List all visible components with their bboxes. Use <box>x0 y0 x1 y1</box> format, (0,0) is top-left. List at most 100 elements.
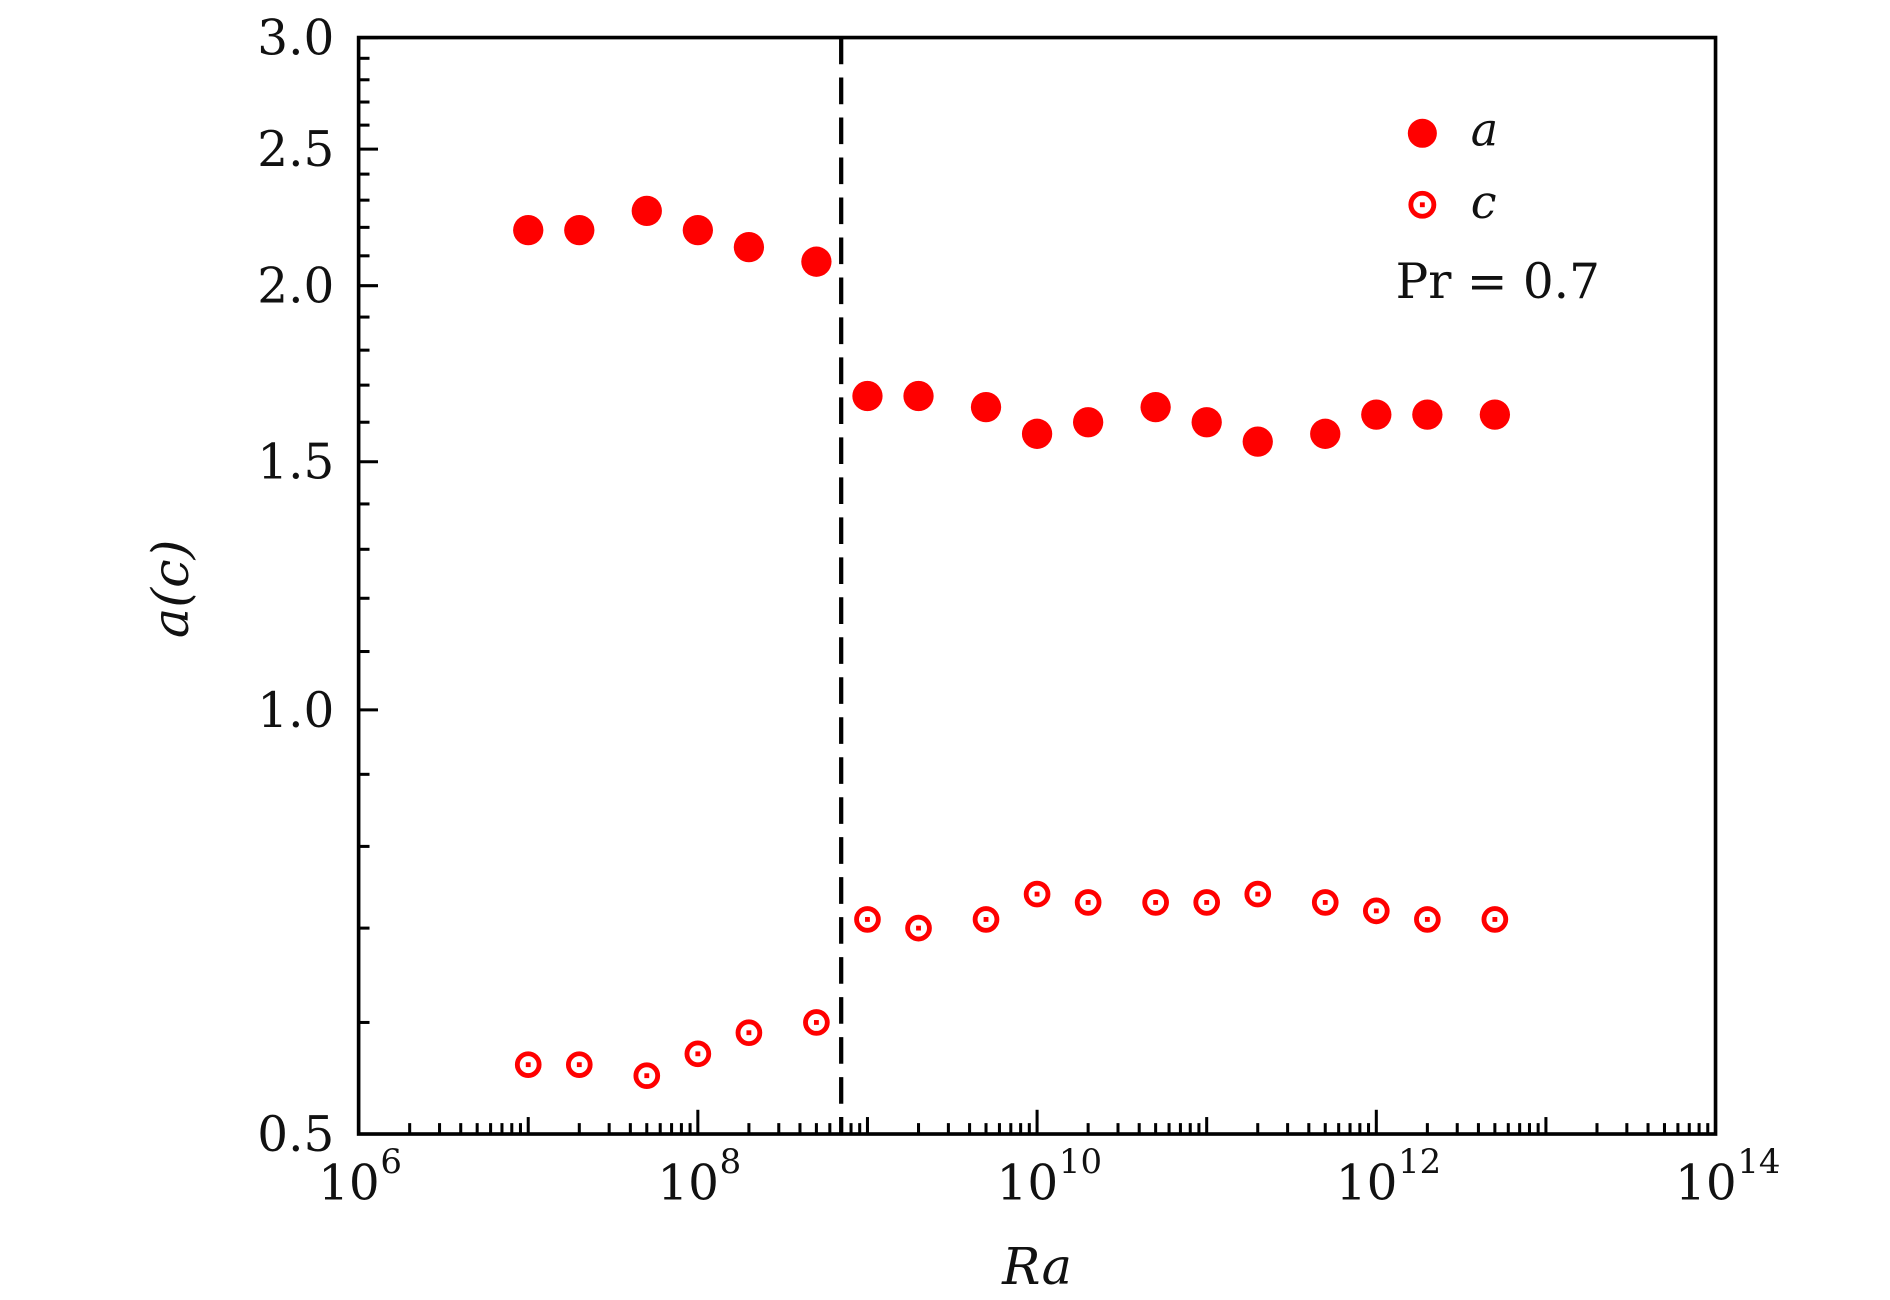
point-dot <box>1322 900 1328 905</box>
point-c <box>1362 897 1390 925</box>
point-ring <box>1481 906 1509 933</box>
point-c <box>1311 889 1339 916</box>
point-dot <box>1255 891 1261 897</box>
point-ring <box>905 914 932 942</box>
point-dot <box>983 917 989 922</box>
point-ring <box>1414 906 1441 933</box>
point-c <box>735 1019 763 1047</box>
point-dot <box>1424 917 1430 922</box>
x-tick-label-exponent: 14 <box>1737 1142 1780 1181</box>
point-dot <box>813 1020 819 1025</box>
point-a <box>1072 407 1104 438</box>
point-dot <box>865 917 870 922</box>
x-tick-label-exponent: 10 <box>1059 1142 1102 1181</box>
point-c <box>854 906 881 933</box>
x-tick-label-exponent: 12 <box>1398 1142 1441 1181</box>
axis-ticks <box>357 36 1710 1136</box>
point-ring <box>514 1051 542 1078</box>
point-dot <box>1492 917 1498 922</box>
point-ring <box>1244 880 1272 908</box>
point-dot <box>1034 891 1040 897</box>
y-tick-label: 2.5 <box>257 122 334 178</box>
point-a <box>513 214 544 246</box>
point-c <box>1244 880 1272 908</box>
point-a <box>733 231 765 263</box>
legend: a c <box>1407 102 1498 229</box>
x-tick-label: 10 <box>1675 1155 1737 1211</box>
x-tick-label-exponent: 6 <box>380 1142 402 1181</box>
y-tick-label: 0.5 <box>257 1107 334 1163</box>
legend-label-c: c <box>1471 175 1497 229</box>
point-a <box>970 391 1002 423</box>
point-ring <box>633 1062 661 1090</box>
point-c <box>1193 889 1221 916</box>
prandtl-annotation: Pr = 0.7 <box>1396 254 1600 310</box>
point-c <box>684 1040 712 1068</box>
data-points <box>513 195 1511 1090</box>
point-a <box>682 214 713 246</box>
y-tick-label: 2.0 <box>257 259 334 315</box>
legend-marker-c-dot <box>1419 202 1425 208</box>
point-c <box>972 906 1000 933</box>
point-ring <box>1023 880 1051 908</box>
point-ring <box>803 1009 830 1036</box>
point-ring <box>565 1051 593 1078</box>
x-axis-label: Ra <box>1001 1237 1072 1296</box>
y-tick-labels: 0.5 1.0 1.5 2.0 2.5 3.0 <box>257 11 334 1163</box>
point-a <box>1310 418 1341 449</box>
point-dot <box>746 1030 752 1036</box>
point-ring <box>1074 889 1102 916</box>
point-a <box>801 246 832 277</box>
y-axis-label: a(c) <box>141 540 200 639</box>
point-c <box>1023 880 1051 908</box>
point-a <box>564 214 595 246</box>
point-c <box>1481 906 1509 933</box>
point-a <box>1021 418 1053 449</box>
point-ring <box>1142 889 1169 916</box>
point-c <box>565 1051 593 1078</box>
legend-marker-c <box>1408 190 1437 219</box>
point-ring <box>972 906 1000 933</box>
point-c <box>633 1062 661 1090</box>
point-dot <box>695 1051 701 1057</box>
point-dot <box>1085 900 1091 905</box>
point-dot <box>576 1062 582 1068</box>
point-dot <box>644 1073 650 1079</box>
legend-marker-a <box>1407 118 1437 148</box>
point-a <box>1191 407 1222 438</box>
point-dot <box>1373 908 1379 914</box>
y-tick-label: 1.0 <box>257 683 334 739</box>
point-c <box>1414 906 1441 933</box>
point-c <box>803 1009 830 1036</box>
point-c <box>514 1051 542 1078</box>
legend-label-a: a <box>1471 102 1498 156</box>
point-dot <box>916 925 921 931</box>
point-c <box>1142 889 1169 916</box>
x-tick-label: 10 <box>1336 1155 1398 1211</box>
point-dot <box>1153 900 1159 905</box>
point-dot <box>525 1062 531 1068</box>
x-tick-label: 10 <box>997 1155 1059 1211</box>
x-tick-label: 10 <box>657 1155 719 1211</box>
point-ring <box>684 1040 712 1068</box>
point-ring <box>1193 889 1221 916</box>
y-tick-label: 3.0 <box>257 11 334 67</box>
point-ring <box>854 906 881 933</box>
point-ring <box>1362 897 1390 925</box>
point-a <box>852 380 883 412</box>
plot-frame <box>356 35 1718 1136</box>
x-tick-label: 10 <box>318 1155 380 1211</box>
point-c <box>905 914 932 942</box>
point-ring <box>735 1019 763 1047</box>
point-a <box>1412 399 1443 430</box>
point-dot <box>1204 900 1210 905</box>
point-a <box>1242 426 1273 457</box>
y-tick-label: 1.5 <box>257 435 334 491</box>
point-a <box>631 195 662 227</box>
point-a <box>903 380 934 412</box>
point-ring <box>1311 889 1339 916</box>
x-tick-label-exponent: 8 <box>720 1142 742 1181</box>
point-c <box>1074 889 1102 916</box>
point-a <box>1479 399 1511 430</box>
